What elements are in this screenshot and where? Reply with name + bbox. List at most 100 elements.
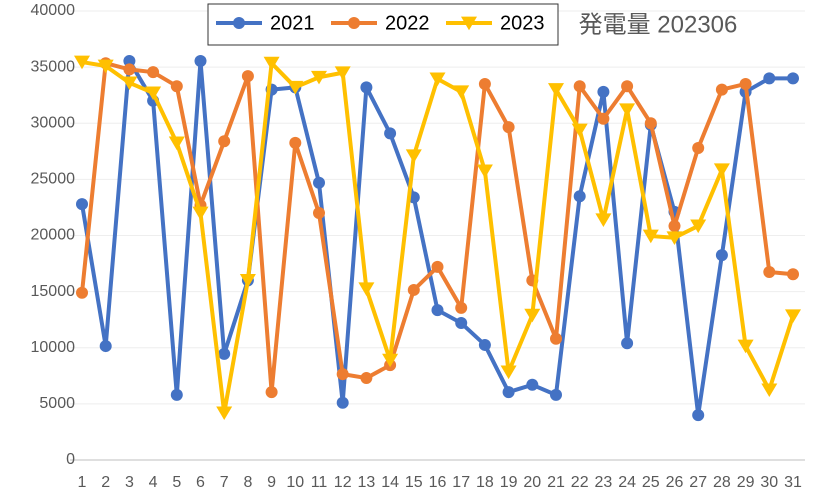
x-tick-label: 24 [618, 474, 636, 491]
x-tick-label: 13 [358, 474, 376, 491]
marker [429, 72, 446, 87]
x-tick-label: 10 [286, 474, 304, 491]
marker [739, 77, 752, 90]
x-tick-label: 23 [595, 474, 613, 491]
marker [216, 406, 233, 421]
marker [785, 309, 801, 323]
marker [453, 85, 470, 100]
marker [99, 340, 112, 353]
legend-box [207, 3, 559, 46]
marker [666, 231, 683, 245]
marker [761, 383, 778, 398]
marker [524, 308, 541, 323]
y-tick-label: 20000 [31, 227, 76, 244]
marker [170, 388, 183, 401]
x-tick-label: 9 [267, 474, 276, 491]
marker [461, 16, 477, 31]
marker [715, 83, 728, 96]
x-tick-label: 19 [500, 474, 518, 491]
marker [407, 283, 420, 296]
x-tick-label: 8 [243, 474, 252, 491]
marker [478, 338, 491, 351]
marker [313, 207, 325, 220]
marker [715, 249, 728, 262]
marker [384, 127, 397, 140]
marker [192, 206, 209, 221]
marker [644, 117, 657, 130]
marker [348, 17, 360, 29]
y-tick-label: 15000 [31, 283, 76, 300]
marker [571, 123, 588, 138]
x-tick-label: 28 [713, 474, 731, 491]
x-tick-label: 7 [220, 474, 229, 491]
marker [147, 66, 160, 79]
x-tick-label: 3 [125, 474, 134, 491]
x-tick-label: 31 [784, 474, 802, 491]
marker [76, 198, 88, 211]
marker [360, 81, 373, 94]
marker [476, 164, 493, 179]
x-tick-label: 26 [666, 474, 684, 491]
marker [502, 121, 515, 134]
x-tick-label: 4 [149, 474, 158, 491]
marker [334, 66, 351, 80]
marker [787, 72, 799, 85]
marker [595, 213, 612, 227]
marker [289, 136, 302, 149]
marker [194, 54, 207, 67]
y-tick-label: 0 [66, 451, 75, 468]
marker [218, 347, 231, 360]
x-tick-label: 15 [405, 474, 423, 491]
marker [233, 17, 245, 29]
y-tick-label: 10000 [31, 339, 76, 356]
x-tick-label: 5 [172, 474, 181, 491]
x-tick-label: 18 [476, 474, 494, 491]
marker [787, 268, 799, 281]
marker [526, 378, 539, 391]
x-tick-label: 25 [642, 474, 660, 491]
marker [145, 86, 162, 101]
x-tick-label: 1 [78, 474, 87, 491]
marker [218, 135, 231, 148]
marker [500, 365, 517, 380]
marker [241, 70, 254, 83]
legend-label: 2023 [500, 12, 545, 34]
marker [360, 372, 373, 385]
marker [313, 176, 325, 189]
x-tick-label: 12 [334, 474, 352, 491]
y-tick-label: 35000 [31, 58, 76, 75]
marker [573, 190, 586, 203]
marker [621, 337, 634, 350]
marker [621, 80, 634, 93]
x-tick-label: 21 [547, 474, 565, 491]
x-tick-label: 29 [737, 474, 755, 491]
marker [668, 219, 681, 232]
marker [763, 72, 776, 85]
marker [123, 63, 136, 76]
marker [287, 80, 304, 95]
marker [763, 265, 776, 278]
marker [550, 388, 562, 401]
marker [692, 141, 705, 154]
marker [548, 83, 564, 97]
marker [478, 77, 491, 90]
y-tick-label: 40000 [31, 2, 76, 19]
x-tick-label: 30 [760, 474, 778, 491]
marker [690, 219, 707, 234]
marker [431, 260, 444, 273]
marker [573, 80, 586, 93]
series-line [80, 58, 793, 418]
y-tick-label: 5000 [39, 395, 75, 412]
x-tick-label: 6 [196, 474, 205, 491]
marker [123, 54, 136, 67]
marker [336, 368, 349, 381]
legend-label: 2022 [385, 12, 430, 34]
marker [311, 70, 327, 85]
marker [382, 353, 399, 368]
legend-label: 2021 [270, 12, 315, 34]
x-tick-label: 2 [101, 474, 110, 491]
marker [239, 274, 256, 288]
marker [76, 286, 88, 299]
marker [263, 56, 280, 71]
